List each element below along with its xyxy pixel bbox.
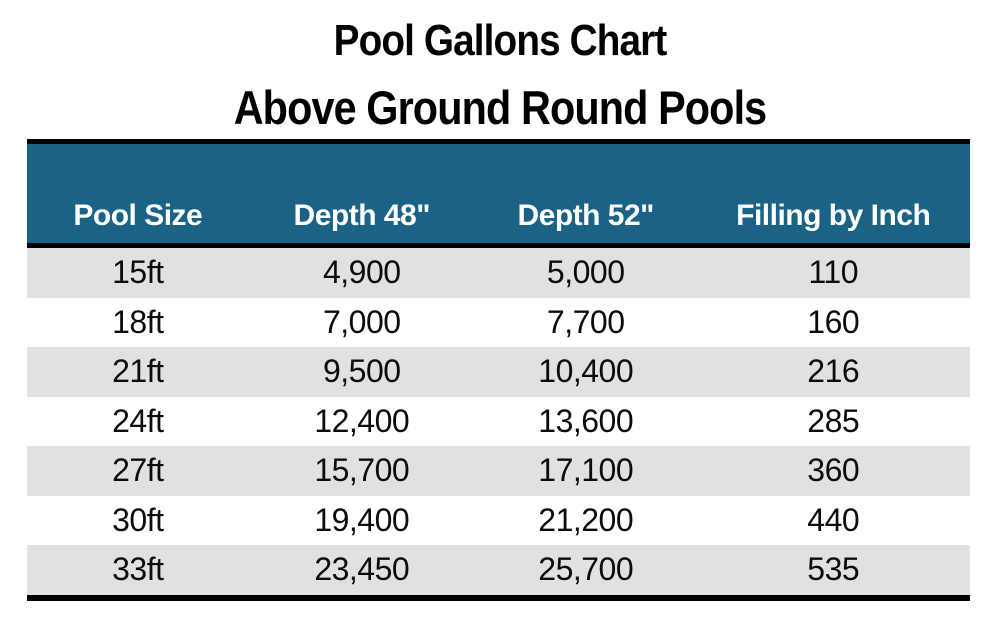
value-cell: 15,700 [314,452,410,488]
table-row: 18ft 7,000 7,700 160 [27,297,970,347]
page-title-line2: Above Ground Round Pools [233,81,767,134]
pool-size-cell: 30ft [112,501,164,538]
value-cell: 160 [807,303,860,340]
header-cell: Filling by Inch [736,199,931,232]
value-cell: 7,700 [546,303,625,340]
value-cell: 5,000 [546,254,625,290]
value-cell: 9,500 [322,353,401,389]
header-cell: Pool Size [73,199,203,232]
table-row: 21ft 9,500 10,400 216 [27,347,970,397]
table-header-row: Pool Size Depth 48" Depth 52" Filling by In… [27,144,970,243]
header-cell: Depth 48" [293,199,431,232]
value-cell: 7,000 [322,303,401,340]
header-underline-rule [27,243,970,248]
table-bottom-rule [27,594,970,601]
pool-size-cell: 33ft [112,551,164,587]
table-row: 33ft 23,450 25,700 535 [27,545,970,595]
value-cell: 12,400 [314,402,410,439]
pool-size-cell: 15ft [112,254,164,290]
value-cell: 10,400 [538,353,634,389]
table-row: 24ft 12,400 13,600 285 [27,396,970,446]
value-cell: 4,900 [322,254,401,290]
header-cell: Depth 52" [517,199,654,232]
value-cell: 19,400 [314,501,410,538]
pool-size-cell: 24ft [112,402,164,439]
pool-size-cell: 27ft [112,452,164,488]
value-cell: 13,600 [538,402,634,439]
value-cell: 110 [808,254,858,290]
table-top-rule [27,139,970,144]
value-cell: 216 [807,353,860,389]
value-cell: 360 [807,452,860,488]
table-body: 15ft 4,900 5,000 110 18ft 7,000 7,700 160 21ft 9,… [27,248,970,595]
value-cell: 535 [807,551,860,587]
pool-gallons-table: Pool Size Depth 48" Depth 52" Filling by In… [27,139,970,601]
value-cell: 23,450 [314,551,410,587]
pool-size-cell: 18ft [112,303,164,340]
table-row: 30ft 19,400 21,200 440 [27,495,970,545]
page-title-line1: Pool Gallons Chart [333,16,668,65]
value-cell: 17,100 [538,452,634,488]
table-row: 15ft 4,900 5,000 110 [27,248,970,298]
value-cell: 440 [807,501,860,538]
pool-size-cell: 21ft [112,353,164,389]
value-cell: 21,200 [538,501,634,538]
value-cell: 25,700 [538,551,634,587]
table-row: 27ft 15,700 17,100 360 [27,446,970,496]
value-cell: 285 [807,402,860,439]
